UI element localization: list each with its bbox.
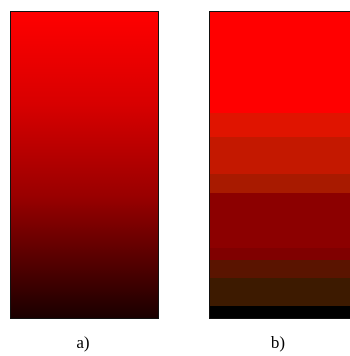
color-band-3 (210, 137, 350, 175)
color-band-8 (210, 278, 350, 306)
banded-panel-b (209, 11, 350, 319)
panel-label-a: a) (76, 333, 90, 352)
color-band-4 (210, 174, 350, 193)
color-band-9 (210, 305, 350, 318)
color-band-6 (210, 247, 350, 260)
color-band-1 (210, 12, 350, 113)
panel-label-b: b) (270, 333, 286, 352)
gradient-panel-a (10, 11, 159, 319)
color-band-7 (210, 259, 350, 279)
color-band-5 (210, 192, 350, 248)
color-band-2 (210, 112, 350, 138)
